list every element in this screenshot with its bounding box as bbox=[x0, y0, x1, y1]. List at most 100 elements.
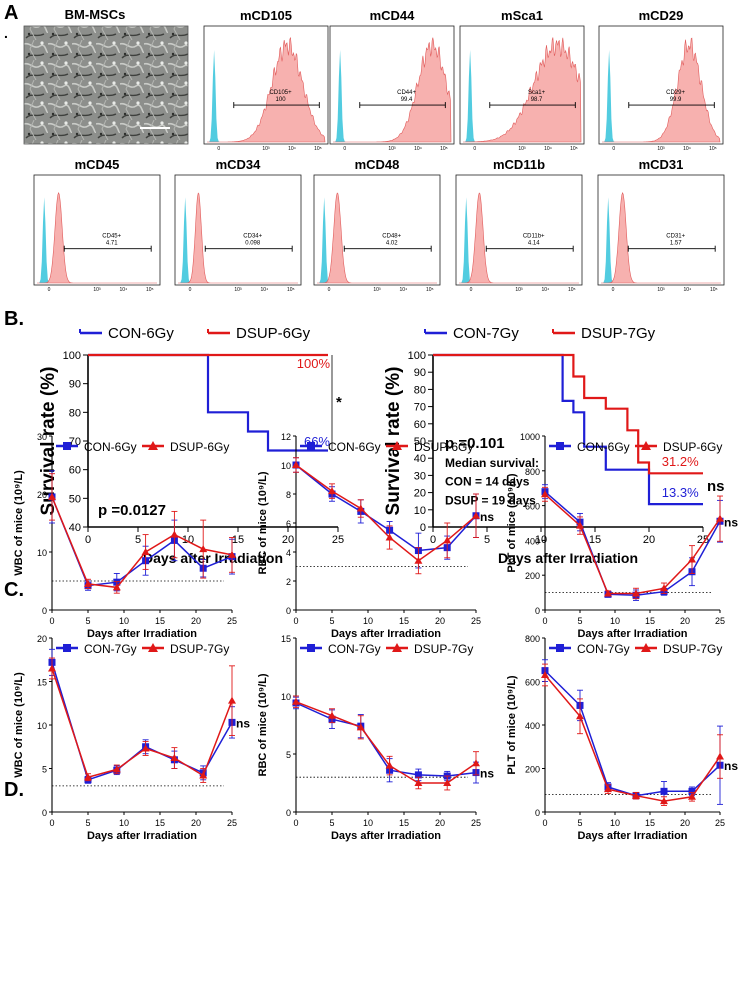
gate-label: CD45+ bbox=[102, 234, 121, 240]
x-tick-label: 10 bbox=[119, 616, 129, 626]
legend-marker bbox=[641, 441, 651, 450]
dsup-percent: 31.2% bbox=[662, 454, 699, 469]
legend-label: DSUP-6Gy bbox=[170, 440, 229, 454]
y-tick-label: 2 bbox=[286, 577, 291, 587]
legend-marker bbox=[307, 442, 315, 450]
data-point bbox=[604, 589, 612, 597]
data-point bbox=[660, 797, 668, 805]
gate-value: 1.57 bbox=[670, 241, 682, 247]
histogram-tick: 0 bbox=[343, 146, 346, 152]
gate-value: 4.71 bbox=[106, 241, 118, 247]
legend-label: CON-6Gy bbox=[328, 440, 381, 454]
x-tick-label: 25 bbox=[715, 616, 725, 626]
gate-label: CD29+ bbox=[666, 90, 685, 96]
data-point bbox=[228, 550, 236, 558]
histogram-mCD105: mCD105 CD105+100 0 10³ 10⁴ 10⁵ bbox=[203, 8, 329, 152]
x-tick-label: 15 bbox=[589, 534, 601, 546]
data-point bbox=[414, 779, 423, 786]
legend-label: CON-7Gy bbox=[84, 642, 137, 656]
stained-peak bbox=[317, 192, 437, 284]
y-tick-label: 20 bbox=[414, 488, 426, 500]
data-point bbox=[328, 487, 336, 495]
y-tick-label: 60 bbox=[69, 465, 81, 477]
y-tick-label: 400 bbox=[525, 721, 540, 731]
data-point bbox=[112, 583, 121, 591]
y-axis-label: PLT of mice (10⁹/L) bbox=[506, 473, 518, 572]
stained-peak bbox=[178, 192, 298, 284]
panel-label-a: A bbox=[4, 2, 18, 24]
legend-label: CON-6Gy bbox=[84, 440, 137, 454]
data-point bbox=[292, 461, 300, 468]
data-point bbox=[112, 765, 121, 773]
gate-label: CD31+ bbox=[666, 234, 685, 240]
gate-value: 4.02 bbox=[386, 241, 398, 247]
y-tick-label: 200 bbox=[525, 765, 540, 775]
data-point bbox=[228, 696, 236, 704]
x-tick-label: 10 bbox=[610, 818, 620, 828]
y-tick-label: 15 bbox=[37, 678, 47, 688]
y-tick-label: 10 bbox=[281, 461, 291, 471]
data-point bbox=[199, 771, 208, 779]
x-tick-label: 5 bbox=[85, 616, 90, 626]
data-point bbox=[170, 754, 179, 762]
y-axis-label: WBC of mice (10⁹/L) bbox=[13, 672, 25, 778]
data-point bbox=[199, 545, 208, 553]
data-point bbox=[541, 490, 549, 498]
legend-marker bbox=[392, 441, 402, 450]
histogram-tick: 0 bbox=[470, 287, 473, 293]
legend-marker bbox=[556, 644, 564, 652]
data-point bbox=[84, 579, 92, 587]
y-tick-label: 1000 bbox=[520, 432, 540, 442]
y-tick-label: 0 bbox=[420, 522, 426, 534]
x-tick-label: 0 bbox=[542, 616, 547, 626]
significance-ns: ns bbox=[724, 515, 738, 529]
x-tick-label: 5 bbox=[135, 534, 141, 546]
x-tick-label: 20 bbox=[282, 534, 294, 546]
significance-ns: ns bbox=[236, 716, 250, 730]
y-tick-label: 90 bbox=[69, 379, 81, 391]
y-tick-label: 100 bbox=[63, 350, 81, 362]
blood-chart-rbc-6gy: 0 2 4 6 8 10 12 0 5 10 15 20 25 Days after Irradiatio… bbox=[257, 432, 494, 640]
data-point bbox=[328, 711, 336, 719]
gate-label: CD34+ bbox=[243, 234, 262, 240]
x-tick-label: 0 bbox=[85, 534, 91, 546]
data-point bbox=[414, 771, 422, 779]
gate-label: CD44+ bbox=[397, 90, 416, 96]
histogram-title: mCD105 bbox=[240, 8, 292, 23]
x-tick-label: 15 bbox=[645, 818, 655, 828]
y-tick-label: 20 bbox=[37, 634, 47, 644]
gate-value: 99.9 bbox=[670, 97, 682, 103]
series-line-CON-7Gy bbox=[544, 670, 721, 797]
p-value: p =0.0127 bbox=[98, 502, 166, 519]
x-tick-label: 10 bbox=[363, 616, 373, 626]
series-line-CON-7Gy bbox=[51, 662, 233, 781]
y-tick-label: 10 bbox=[37, 548, 47, 558]
x-tick-label: 0 bbox=[49, 818, 54, 828]
y-tick-label: 800 bbox=[525, 634, 540, 644]
gate-value: 0.098 bbox=[245, 241, 261, 247]
histogram-tick: 0 bbox=[612, 146, 615, 152]
y-tick-label: 400 bbox=[525, 536, 540, 546]
legend-label: DSUP-6Gy bbox=[414, 440, 473, 454]
data-point bbox=[414, 556, 423, 564]
y-tick-label: 0 bbox=[535, 808, 540, 818]
survival-x-label: Days after Irradiation bbox=[143, 550, 283, 566]
histogram-tick: 10³ bbox=[515, 287, 523, 293]
series-line-DSUP-7Gy bbox=[295, 701, 477, 784]
blood-chart-plt-6gy: 0 200 400 600 800 1000 0 5 10 15 20 25 Days after Ir… bbox=[506, 432, 738, 640]
y-tick-label: 12 bbox=[281, 432, 291, 442]
y-tick-label: 20 bbox=[37, 490, 47, 500]
x-axis-label: Days after Irradiation bbox=[331, 830, 441, 842]
y-tick-label: 60 bbox=[414, 419, 426, 431]
series-line-DSUP-7Gy bbox=[544, 674, 721, 802]
data-point bbox=[141, 548, 150, 555]
gate-label: CD105+ bbox=[269, 90, 292, 96]
histogram-tick: 10⁴ bbox=[288, 146, 296, 152]
significance-ns: ns bbox=[724, 759, 738, 773]
data-point bbox=[660, 584, 668, 592]
x-axis-label: Days after Irradiation bbox=[87, 628, 197, 640]
x-tick-label: 20 bbox=[191, 818, 201, 828]
significance-ns: ns bbox=[480, 510, 494, 524]
